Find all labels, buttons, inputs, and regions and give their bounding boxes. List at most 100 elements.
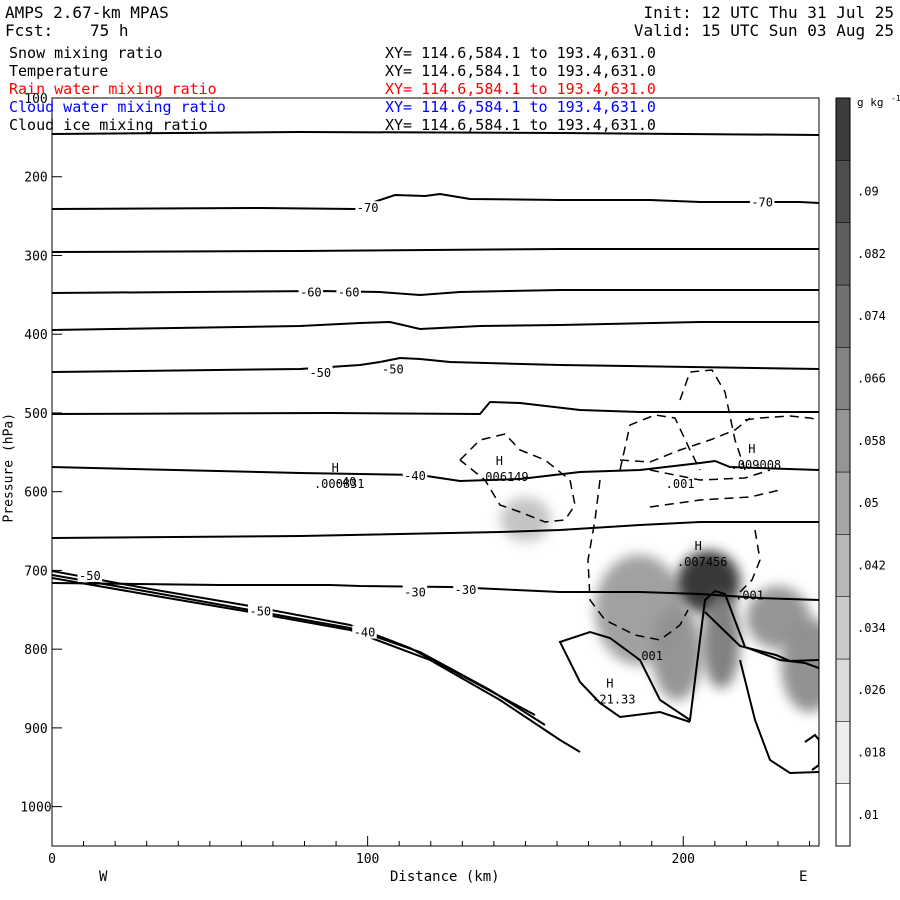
isotherm-label: -70	[357, 201, 379, 215]
isotherm-line	[52, 130, 819, 136]
colorbar-swatch	[835, 721, 851, 784]
isotherm-line	[52, 582, 819, 601]
isotherm-line	[52, 521, 819, 539]
isotherm-line	[579, 681, 691, 723]
isotherm-line	[52, 574, 546, 726]
y-tick-label: 100	[24, 92, 47, 107]
extremum-marker: H	[496, 454, 503, 468]
extremum-marker: H	[606, 677, 613, 691]
label-background	[380, 362, 406, 376]
isotherm-label: -40	[335, 475, 357, 489]
colorbar-swatch	[835, 471, 851, 535]
cloud-contour-line	[744, 415, 819, 421]
isotherm-label: -50	[382, 363, 404, 377]
label-background	[352, 625, 377, 639]
isotherm-label: -30	[455, 583, 477, 597]
field-coordinates: XY= 114.6,584.1 to 193.4,631.0	[385, 116, 656, 134]
field-name: Cloud ice mixing ratio	[9, 116, 208, 134]
colorbar-tick-label: .058	[857, 434, 886, 448]
isotherm-line	[52, 192, 819, 211]
shading-cell	[500, 497, 551, 542]
x-tick-label: 0	[48, 852, 56, 867]
colorbar-tick-label: .05	[857, 496, 879, 510]
extremum-value: .000831	[314, 477, 365, 491]
label-background	[355, 201, 380, 215]
isotherm-line	[52, 248, 819, 253]
forecast-hour: 75 h	[90, 21, 129, 40]
label-background	[749, 195, 775, 209]
isotherm-line	[52, 356, 819, 373]
colorbar-swatch	[835, 284, 851, 348]
cloud-contours	[459, 369, 819, 641]
extremum-value: .006149	[478, 470, 529, 484]
colorbar-swatch	[835, 222, 851, 286]
y-tick-label: 1000	[20, 801, 51, 816]
cloud-contour-line	[739, 529, 761, 593]
y-tick-label: 800	[24, 643, 47, 658]
label-background	[77, 568, 103, 582]
cloud-contour-line	[587, 479, 689, 641]
cloud-contour-line	[649, 489, 781, 508]
isotherm-line	[52, 289, 819, 297]
field-name: Temperature	[9, 62, 109, 80]
field-coordinates: XY= 114.6,584.1 to 193.4,631.0	[385, 62, 656, 80]
x-axis-east: E	[799, 869, 808, 885]
x-tick-label: 100	[356, 852, 379, 867]
contour-label: .001	[735, 589, 764, 603]
field-name: Rain water mixing ratio	[9, 80, 217, 98]
colorbar-swatch	[835, 160, 851, 223]
field-coordinates: XY= 114.6,584.1 to 193.4,631.0	[385, 98, 656, 116]
label-background	[308, 365, 333, 379]
extremum-value: .009008	[731, 458, 782, 472]
y-tick-label: 400	[24, 328, 47, 343]
isotherm-line	[558, 589, 819, 722]
colorbar-tick-label: .042	[857, 559, 886, 573]
cloud-contour-line	[649, 469, 771, 481]
isotherm-line	[804, 733, 819, 771]
isotherm-line	[52, 577, 581, 753]
isotherm-label: -50	[79, 569, 101, 583]
isotherm-line	[52, 320, 819, 331]
isotherm-label: -60	[338, 285, 360, 299]
contour-label: .001	[666, 477, 695, 491]
y-tick-label: 600	[24, 486, 47, 501]
field-name: Snow mixing ratio	[9, 44, 163, 62]
label-background	[453, 583, 478, 597]
isotherm-contours	[52, 130, 819, 775]
label-background	[298, 285, 324, 299]
isotherm-label: -40	[354, 626, 376, 640]
model-title: AMPS 2.67-km MPAS	[5, 3, 169, 22]
colorbar-swatch	[835, 347, 851, 410]
isotherm-label: -50	[309, 366, 331, 380]
isotherm-line	[704, 611, 819, 663]
colorbar: .01 .018 .026 .034 .042 .05 .058 .066 .074 .082 .0…	[835, 94, 900, 847]
colorbar-tick-label: .066	[857, 372, 886, 386]
y-tick-label: 200	[24, 171, 47, 186]
cloud-contour-line	[619, 417, 751, 463]
y-tick-label: 700	[24, 564, 47, 579]
valid-time: Valid: 15 UTC Sun 03 Aug 25	[633, 21, 894, 40]
x-tick-label: 200	[672, 852, 695, 867]
field-coordinates: XY= 114.6,584.1 to 193.4,631.0	[385, 44, 656, 62]
isotherm-line	[52, 400, 819, 416]
label-background	[333, 475, 358, 489]
y-tick-label: 900	[24, 722, 47, 737]
colorbar-tick-label: .01	[857, 808, 879, 822]
shading-cell	[651, 605, 703, 701]
extremum-marker: H	[332, 461, 339, 475]
colorbar-swatch	[835, 658, 851, 722]
isotherm-line	[52, 570, 536, 716]
y-axis-title: Pressure (hPa)	[1, 412, 17, 523]
colorbar-tick-label: .026	[857, 683, 886, 697]
colorbar-swatch	[835, 534, 851, 597]
chart-labels: -70 -70 -60 -60 -50 -50 -40 -40 -30 -30 -40 -50 -50.…	[77, 195, 782, 707]
extremum-marker: H	[748, 442, 755, 456]
forecast-label: Fcst:	[5, 21, 54, 40]
colorbar-tick-label: .082	[857, 247, 886, 261]
isotherm-line	[739, 659, 819, 775]
colorbar-tick-label: .074	[857, 309, 886, 323]
extremum-marker: H	[695, 539, 702, 553]
label-background	[336, 285, 361, 299]
